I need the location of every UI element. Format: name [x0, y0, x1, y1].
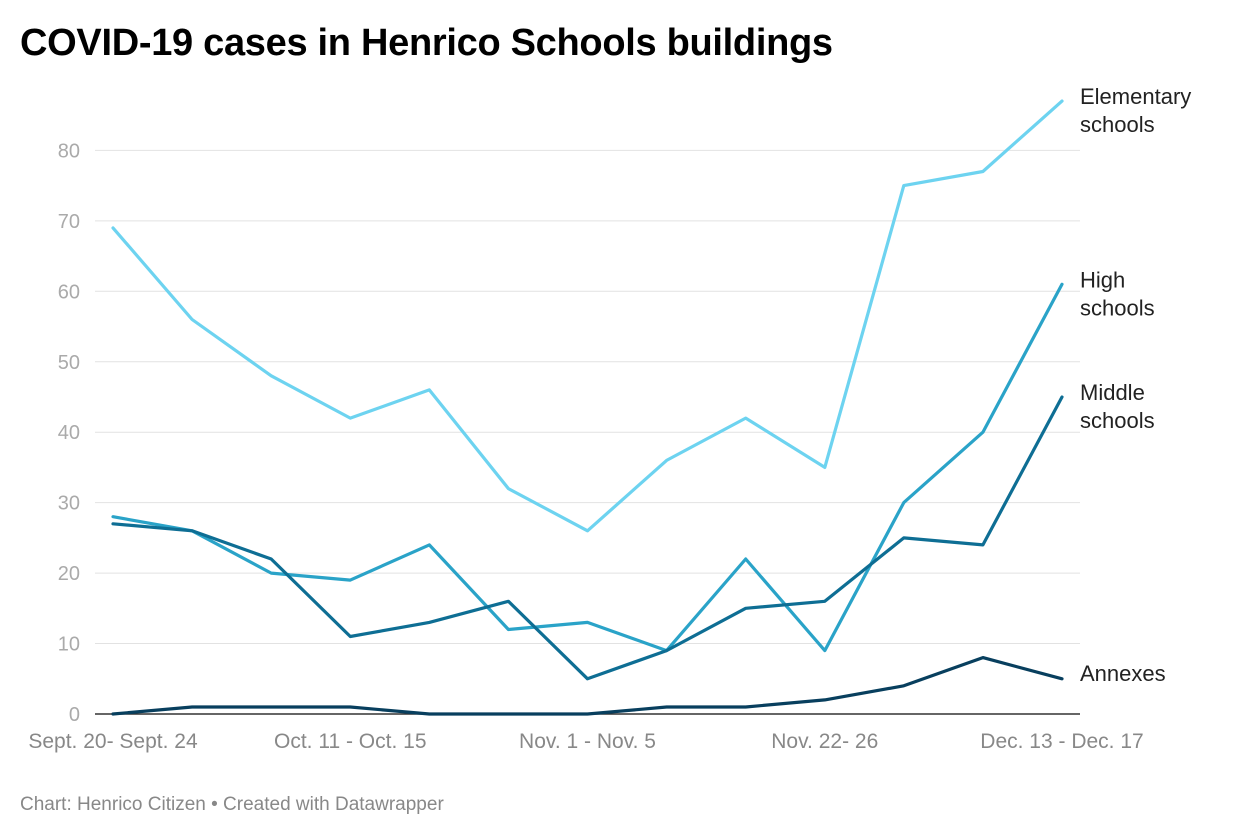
series-labels: Elementary schools High schools Middle school…: [1080, 84, 1191, 686]
series-label-high-schools: High schools: [1080, 267, 1155, 320]
y-tick-label: 40: [58, 422, 80, 444]
series-label-line: schools: [1080, 408, 1155, 433]
series-line-middle-schools: [111, 395, 1064, 681]
series-label-middle-schools: Middle schools: [1080, 380, 1155, 433]
series-label-line: schools: [1080, 112, 1155, 137]
series-label-annexes: Annexes: [1080, 661, 1166, 686]
y-tick-label: 50: [58, 352, 80, 374]
x-tick-label: Sept. 20- Sept. 24: [28, 730, 198, 753]
series-line-elementary-schools: [111, 99, 1064, 533]
y-tick-label: 10: [58, 634, 80, 656]
y-tick-label: 20: [58, 563, 80, 585]
chart-footer: Chart: Henrico Citizen • Created with Da…: [20, 794, 444, 815]
series-label-line: High: [1080, 267, 1125, 292]
chart-title: COVID-19 cases in Henrico Schools buildi…: [20, 22, 833, 64]
series-label-line: schools: [1080, 295, 1155, 320]
y-tick-label: 70: [58, 211, 80, 233]
series-lines: [111, 99, 1064, 716]
x-tick-label: Dec. 13 - Dec. 17: [980, 730, 1143, 753]
x-axis-ticks: Sept. 20- Sept. 24 Oct. 11 - Oct. 15 Nov. …: [28, 730, 1143, 753]
y-tick-label: 30: [58, 493, 80, 515]
x-tick-label: Oct. 11 - Oct. 15: [274, 730, 427, 753]
series-label-line: Elementary: [1080, 84, 1191, 109]
gridlines: [95, 149, 1080, 715]
series-label-line: Annexes: [1080, 661, 1166, 686]
x-tick-label: Nov. 22- 26: [771, 730, 878, 753]
series-line-high-schools: [111, 282, 1064, 653]
x-tick-label: Nov. 1 - Nov. 5: [519, 730, 656, 753]
series-label-line: Middle: [1080, 380, 1145, 405]
y-tick-label: 0: [69, 704, 80, 726]
y-tick-label: 80: [58, 140, 80, 162]
series-label-elementary-schools: Elementary schools: [1080, 84, 1191, 137]
y-axis-ticks: 0 10 20 30 40 50 60 70 80: [58, 140, 80, 726]
series-line-annexes: [111, 655, 1064, 716]
y-tick-label: 60: [58, 281, 80, 303]
